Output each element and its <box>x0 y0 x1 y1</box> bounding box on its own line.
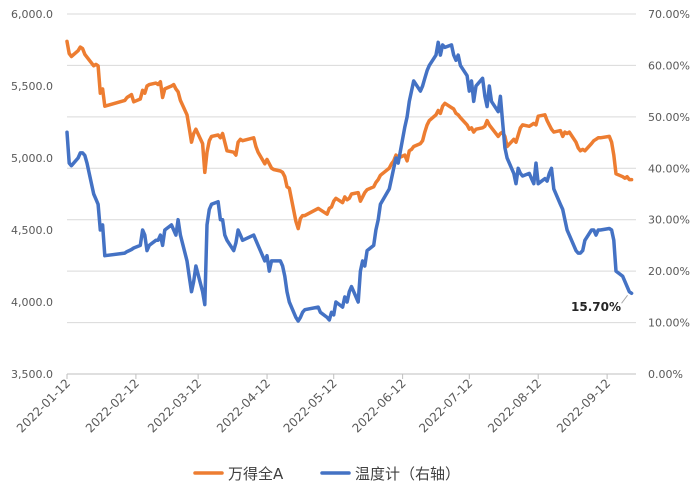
last-value-callout: 15.70% <box>571 294 628 314</box>
x-tick-label: 2022-09-12 <box>554 376 613 435</box>
x-tick-label: 2022-05-12 <box>281 376 340 435</box>
right-y-tick-label: 10.00% <box>648 317 690 330</box>
callout-label: 15.70% <box>571 300 621 314</box>
x-tick-label: 2022-02-12 <box>83 376 142 435</box>
x-tick-label: 2022-04-12 <box>214 376 273 435</box>
legend-label-wande-a: 万得全A <box>228 465 284 483</box>
left-y-tick-label: 5,500.0 <box>11 80 53 93</box>
right-axis-ticks: 0.00% 10.00% 20.00% 30.00% 40.00% 50.00% 60.00… <box>648 8 690 381</box>
right-y-tick-label: 20.00% <box>648 265 690 278</box>
legend-label-thermometer: 温度计（右轴） <box>355 465 460 483</box>
x-tick-label: 2022-08-12 <box>485 376 544 435</box>
x-tick-label: 2022-01-12 <box>14 376 73 435</box>
left-y-tick-label: 3,500.0 <box>11 368 53 381</box>
left-y-tick-label: 5,000.0 <box>11 152 53 165</box>
series-line-thermometer <box>65 40 634 323</box>
series-lines <box>65 39 634 323</box>
x-tick-label: 2022-06-12 <box>350 376 409 435</box>
right-y-tick-label: 30.00% <box>648 214 690 227</box>
left-y-tick-label: 4,500.0 <box>11 224 53 237</box>
callout-leader-line <box>621 294 628 304</box>
right-y-tick-label: 70.00% <box>648 8 690 21</box>
right-y-tick-label: 40.00% <box>648 162 690 175</box>
series-line-wande-a <box>65 39 634 231</box>
right-y-tick-label: 0.00% <box>648 368 683 381</box>
x-tick-label: 2022-07-12 <box>416 376 475 435</box>
left-y-tick-label: 6,000.0 <box>11 8 53 21</box>
right-y-tick-label: 60.00% <box>648 59 690 72</box>
right-y-tick-label: 50.00% <box>648 111 690 124</box>
gridlines <box>67 13 636 375</box>
x-axis-ticks: 2022-01-12 2022-02-12 2022-03-12 2022-04-12… <box>14 374 613 435</box>
left-y-tick-label: 4,000.0 <box>11 296 53 309</box>
left-axis-ticks: 3,500.0 4,000.0 4,500.0 5,000.0 5,500.0 6,000… <box>11 8 53 381</box>
legend: 万得全A 温度计（右轴） <box>193 465 460 483</box>
x-tick-label: 2022-03-12 <box>145 376 204 435</box>
